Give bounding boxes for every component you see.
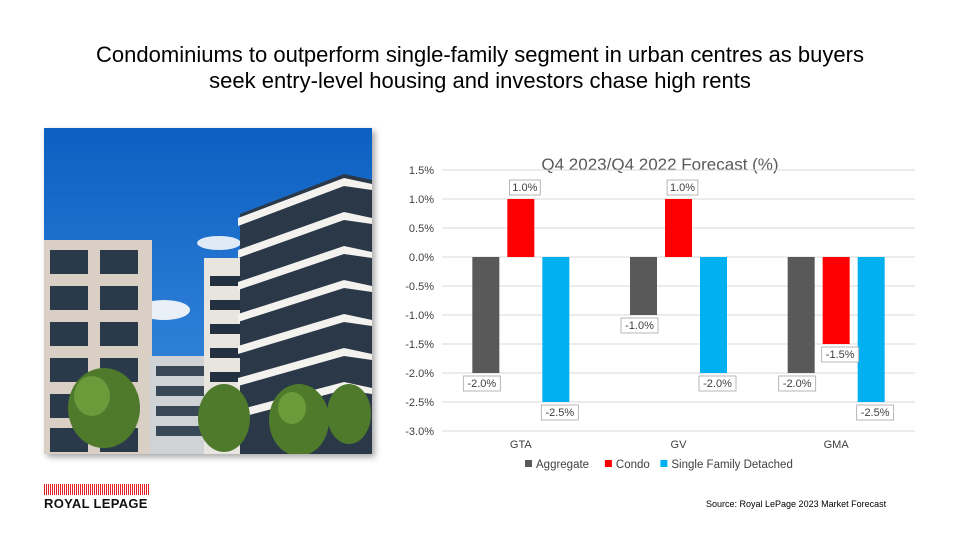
data-label-box [666,179,699,196]
condominium-building-photo [44,128,372,454]
y-tick-label: -1.0% [405,310,434,322]
legend: Aggregate Condo Single Family Detached [525,459,793,471]
y-axis-ticks: 1.5% 1.0% 0.5% 0.0% -0.5% -1.0% -1.5% -2.0% -2.5… [405,165,434,438]
source-note: Source: Royal LePage 2023 Market Forecas… [706,499,887,509]
logo-wordmark: ROYAL LEPAGE [44,496,148,511]
data-label-box [856,404,895,421]
data-label-box [509,179,541,196]
category-label: GV [671,439,688,451]
bar [507,199,535,257]
data-label-box [462,375,501,392]
y-tick-label: -2.0% [405,368,434,380]
y-tick-label: -3.0% [405,426,434,438]
legend-label: Single Family Detached [671,459,792,471]
category-label: GMA [824,439,850,451]
bar [787,257,815,373]
y-tick-label: -2.5% [405,397,434,409]
bar [665,199,692,257]
data-labels: -2.0% 1.0% -2.5% -1.0% 1.0% -2.0% -2.0% -1.5% -2… [462,179,895,421]
royal-lepage-logo: ROYAL LEPAGE [44,484,152,520]
legend-label: Aggregate [536,459,589,471]
category-labels: GTA GV GMA [510,439,849,451]
data-label: -2.5% [856,404,895,421]
bar [700,257,727,373]
y-tick-label: 1.0% [409,194,434,206]
y-tick-label: -0.5% [405,281,434,293]
bar [630,257,657,315]
chart-title: Q4 2023/Q4 2022 Forecast (%) [541,155,778,174]
y-tick-label: 1.5% [409,165,434,177]
data-label-text: -2.0% [467,378,496,390]
bar [822,257,850,344]
data-label: -2.5% [540,404,579,421]
slide-title: Condominiums to outperform single-family… [40,42,920,94]
logo-barcode-icon [44,484,150,495]
title-line-2: seek entry-level housing and investors c… [209,68,751,93]
data-label: -2.0% [778,375,817,392]
data-label-text: 1.0% [512,182,537,194]
data-label-box [778,375,817,392]
data-label-box [620,317,659,334]
title-line-1: Condominiums to outperform single-family… [96,42,864,67]
data-label-box [540,404,579,421]
data-label: 1.0% [666,179,699,196]
data-label-text: -1.0% [625,320,654,332]
y-tick-label: 0.5% [409,223,434,235]
legend-swatch [604,460,612,467]
category-label: GTA [510,439,532,451]
bars [472,199,885,402]
data-label: 1.0% [509,179,541,196]
data-label-text: -2.0% [783,378,812,390]
data-label-text: -2.0% [703,378,732,390]
bar [542,257,570,402]
data-label-text: -2.5% [861,407,890,419]
legend-label: Condo [616,459,650,471]
y-tick-label: -1.5% [405,339,434,351]
data-label-box [698,375,737,392]
bar [472,257,500,373]
y-tick-label: 0.0% [409,252,434,264]
data-label-text: 1.0% [670,182,695,194]
legend-swatch [525,460,532,467]
data-label-text: -2.5% [545,407,574,419]
data-label: -1.0% [620,317,659,334]
data-label-box [821,346,860,363]
bar [857,257,885,402]
data-label: -2.0% [698,375,737,392]
forecast-bar-chart: Q4 2023/Q4 2022 Forecast (%) 1.5% 1.0% 0.5… [405,155,915,471]
legend-swatch [660,460,668,467]
data-label: -2.0% [462,375,501,392]
data-label: -1.5% [821,346,860,363]
data-label-text: -1.5% [826,349,855,361]
